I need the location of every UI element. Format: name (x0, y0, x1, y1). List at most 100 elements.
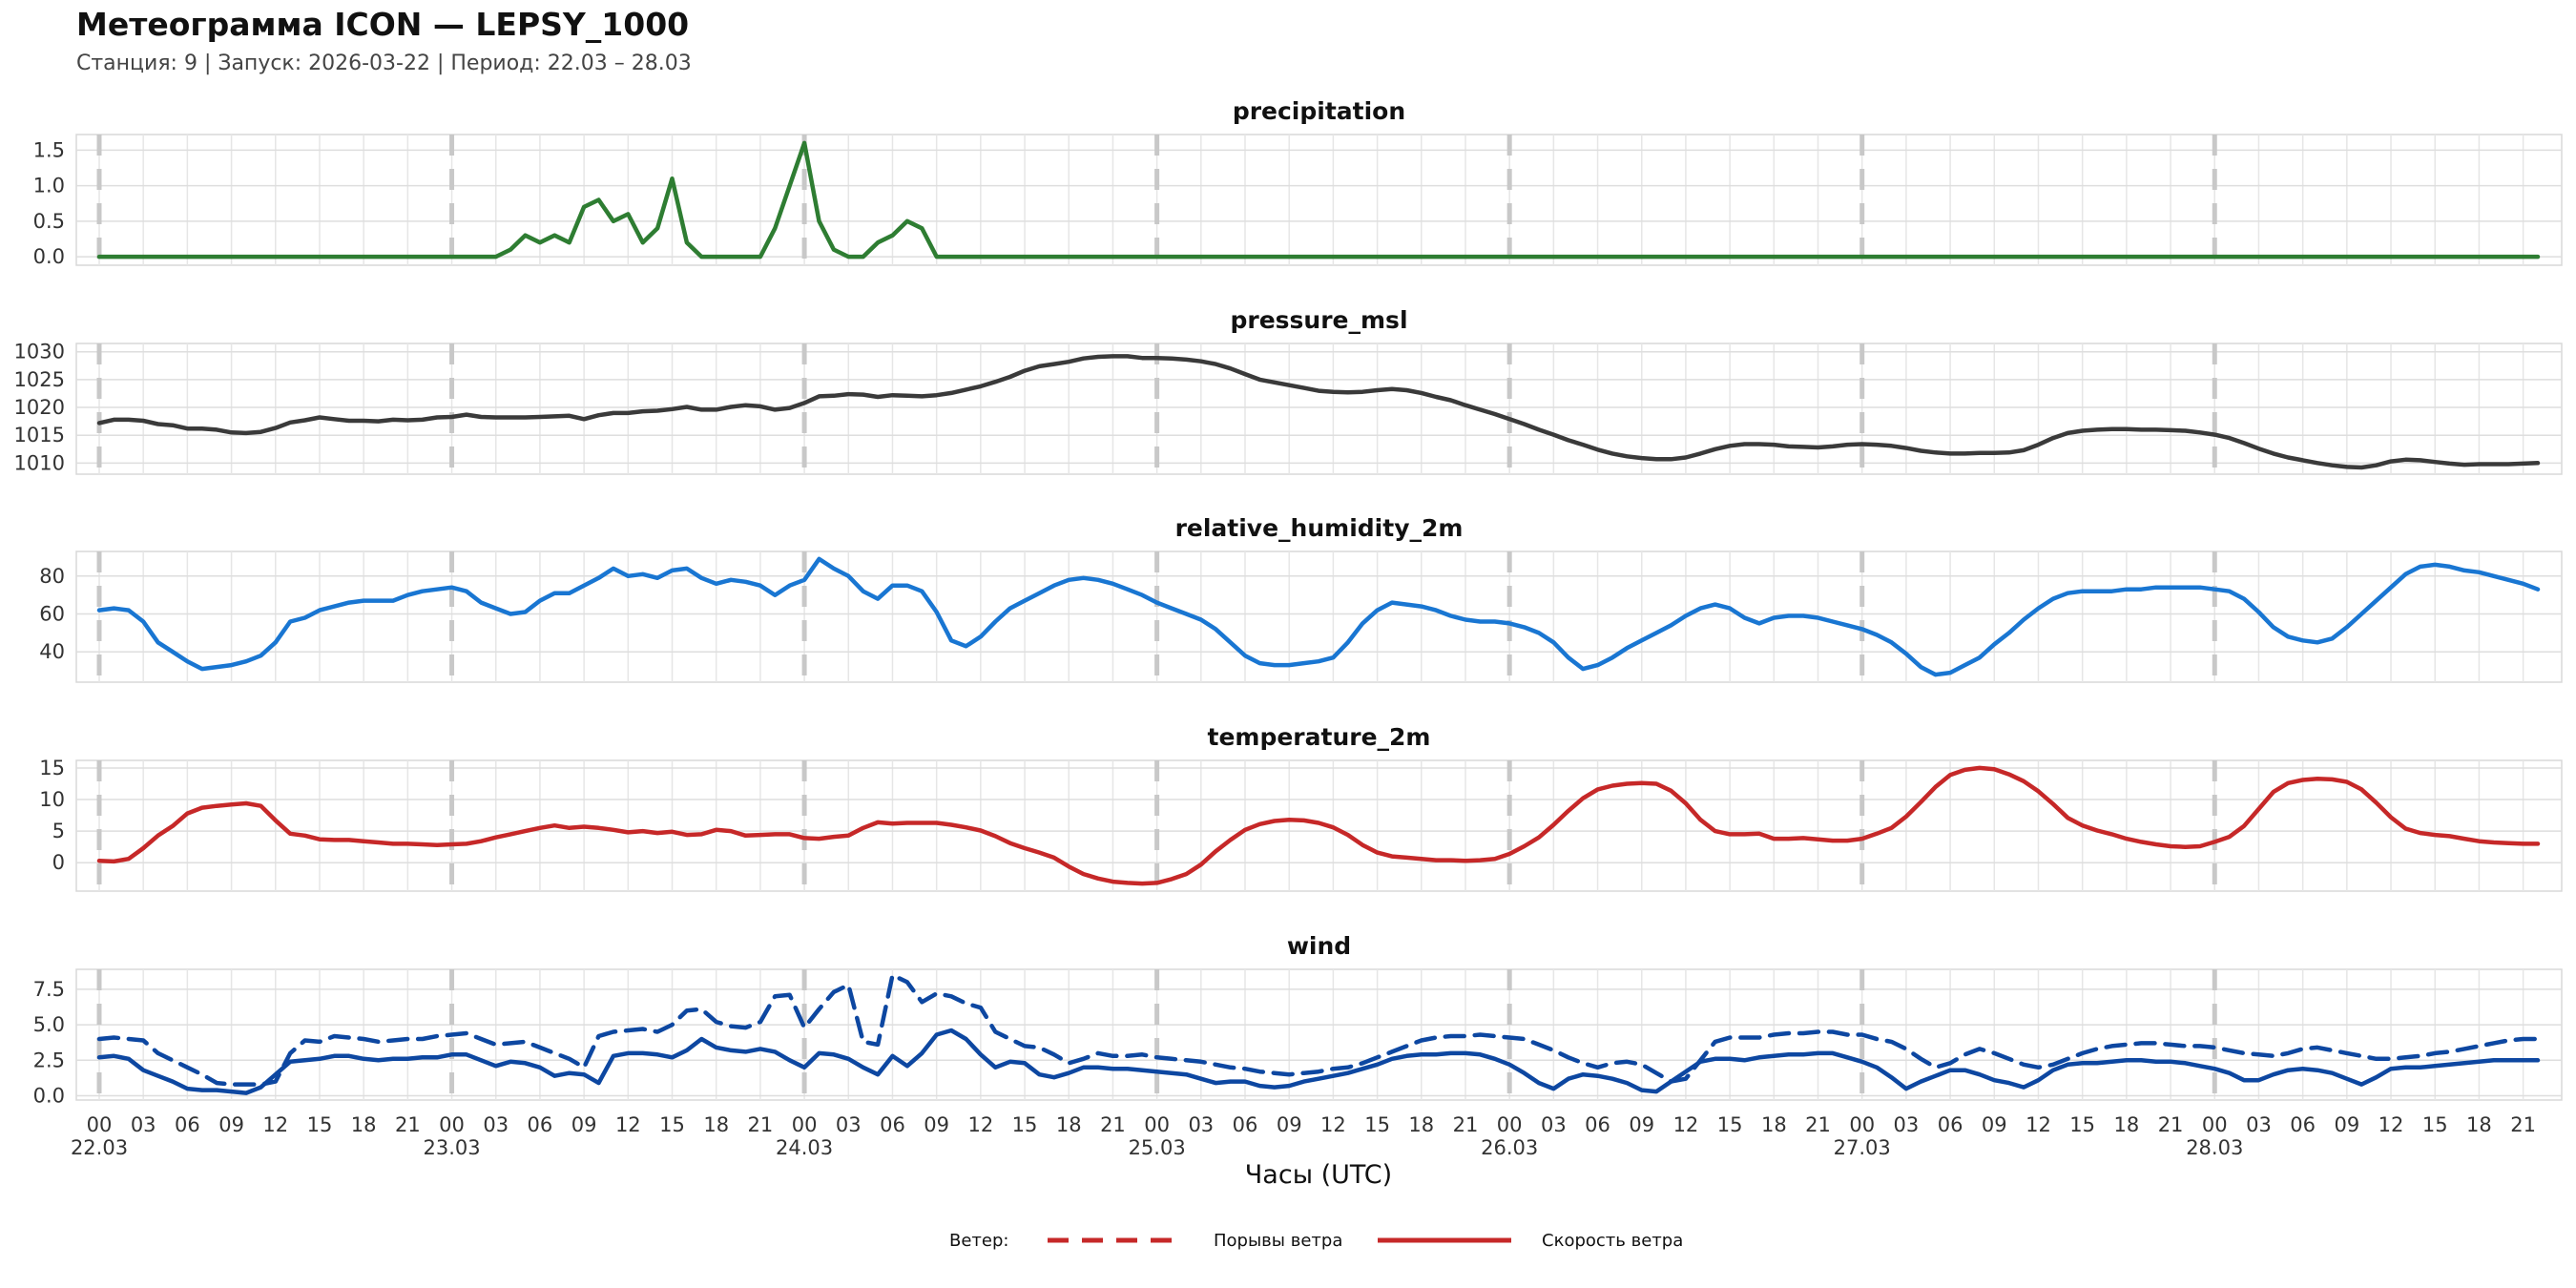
panel-frame-temperature_2m (75, 759, 2563, 892)
x-tick-label: 21 (1805, 1113, 1831, 1136)
x-tick-label: 06 (528, 1113, 553, 1136)
y-tick-label: 15 (39, 757, 65, 779)
x-tick-label: 06 (880, 1113, 905, 1136)
y-tick-label: 0 (52, 851, 65, 874)
panel-frame-pressure_msl (75, 343, 2563, 475)
y-tick-label: 1.5 (33, 138, 65, 161)
x-tick-label: 12 (967, 1113, 993, 1136)
series-line-wind-gusts (96, 972, 2541, 1087)
panel-temperature_2m: temperature_2m 0 5 10 15 (39, 723, 2563, 892)
x-tick-label: 00 (1497, 1113, 1523, 1136)
x-tick-label: 09 (218, 1113, 244, 1136)
x-axis-label: Часы (UTC) (1245, 1160, 1392, 1190)
panel-pressure_msl: pressure_msl 1010 1015 1020 1025 1030 (14, 306, 2563, 475)
x-tick-label: 15 (2422, 1113, 2448, 1136)
x-tick-label: 12 (2025, 1113, 2051, 1136)
y-tick-label: 0.0 (33, 1085, 65, 1108)
x-tick-label: 06 (2290, 1113, 2316, 1136)
y-tick-label: 1030 (14, 341, 65, 364)
x-tick-label: 21 (2510, 1113, 2536, 1136)
y-tick-label: 5.0 (33, 1013, 65, 1036)
panel-title-relative_humidity_2m: relative_humidity_2m (1175, 514, 1464, 542)
chart-subtitle: Станция: 9 | Запуск: 2026-03-22 | Период… (76, 52, 692, 75)
series-line-pressure_msl (96, 354, 2541, 470)
y-tick-label: 40 (39, 640, 65, 663)
x-day-label: 27.03 (1834, 1136, 1891, 1159)
x-tick-label: 21 (2158, 1113, 2184, 1136)
y-tick-label: 1.0 (33, 175, 65, 197)
x-tick-label: 15 (307, 1113, 333, 1136)
panel-precipitation: precipitation 0.0 0.5 1.0 1.5 (33, 97, 2563, 268)
y-tick-label: 2.5 (33, 1049, 65, 1071)
x-tick-label: 12 (1673, 1113, 1699, 1136)
y-tick-label: 0.0 (33, 245, 65, 268)
x-tick-label: 12 (2379, 1113, 2404, 1136)
x-tick-label: 21 (748, 1113, 774, 1136)
x-tick-label: 09 (1277, 1113, 1302, 1136)
x-tick-label: 06 (1938, 1113, 1963, 1136)
x-day-label: 22.03 (71, 1136, 128, 1159)
x-tick-label: 21 (395, 1113, 421, 1136)
panel-relative_humidity_2m: relative_humidity_2m 40 60 80 (39, 514, 2563, 683)
series-line-relative_humidity_2m (96, 556, 2541, 677)
x-tick-label: 06 (175, 1113, 200, 1136)
x-tick-label: 09 (924, 1113, 949, 1136)
y-tick-label: 1015 (14, 424, 65, 447)
x-tick-label: 18 (703, 1113, 729, 1136)
x-tick-label: 06 (1585, 1113, 1610, 1136)
x-day-label: 25.03 (1129, 1136, 1186, 1159)
x-tick-label: 09 (1629, 1113, 1654, 1136)
legend: Ветер: Порывы ветра Скорость ветра (949, 1231, 1683, 1251)
panel-wind: wind 0.0 2.5 5.0 7.5 (33, 932, 2563, 1108)
y-tick-label: 60 (39, 603, 65, 626)
y-tick-label: 5 (52, 820, 65, 842)
x-tick-label: 03 (2246, 1113, 2272, 1136)
y-tick-label: 7.5 (33, 978, 65, 1001)
x-tick-label: 09 (2334, 1113, 2359, 1136)
legend-title: Ветер: (949, 1231, 1008, 1251)
x-tick-label: 18 (2114, 1113, 2140, 1136)
x-tick-label: 15 (1717, 1113, 1743, 1136)
x-tick-label: 03 (1541, 1113, 1567, 1136)
chart-title: Метеограмма ICON — LEPSY_1000 (76, 6, 689, 43)
x-tick-label: 15 (1012, 1113, 1038, 1136)
x-tick-label: 09 (571, 1113, 597, 1136)
series-line-wind (96, 1028, 2541, 1095)
y-tick-label: 1025 (14, 368, 65, 391)
x-tick-label: 00 (792, 1113, 818, 1136)
x-tick-label: 18 (1761, 1113, 1787, 1136)
x-day-label: 23.03 (423, 1136, 480, 1159)
x-tick-label: 00 (1849, 1113, 1875, 1136)
series-line-precipitation (96, 140, 2541, 260)
y-tick-label: 0.5 (33, 210, 65, 233)
x-tick-label: 12 (262, 1113, 288, 1136)
x-tick-label: 00 (439, 1113, 465, 1136)
panel-frame-precipitation (75, 134, 2563, 266)
panel-title-pressure_msl: pressure_msl (1230, 306, 1407, 334)
x-tick-label: 03 (131, 1113, 156, 1136)
x-day-label: 24.03 (776, 1136, 833, 1159)
x-tick-label: 03 (836, 1113, 862, 1136)
panel-title-temperature_2m: temperature_2m (1208, 723, 1431, 751)
x-tick-label: 09 (1982, 1113, 2007, 1136)
x-tick-label: 00 (1144, 1113, 1170, 1136)
x-tick-label: 00 (2202, 1113, 2228, 1136)
y-tick-label: 1020 (14, 396, 65, 419)
x-tick-label: 03 (483, 1113, 509, 1136)
x-day-label: 26.03 (1481, 1136, 1538, 1159)
y-tick-label: 10 (39, 788, 65, 811)
x-tick-label: 03 (1188, 1113, 1214, 1136)
legend-label-speed: Скорость ветра (1542, 1231, 1683, 1251)
y-tick-label: 80 (39, 565, 65, 588)
y-tick-label: 1010 (14, 451, 65, 474)
x-tick-label: 06 (1233, 1113, 1258, 1136)
x-tick-label: 21 (1453, 1113, 1479, 1136)
x-tick-label: 18 (1056, 1113, 1082, 1136)
x-day-label: 28.03 (2186, 1136, 2243, 1159)
x-tick-label: 18 (1408, 1113, 1434, 1136)
x-tick-label: 12 (615, 1113, 641, 1136)
panels-group: precipitation0.00.51.01.5pressure_msl101… (14, 97, 2563, 1108)
series-line-temperature_2m (96, 765, 2541, 886)
